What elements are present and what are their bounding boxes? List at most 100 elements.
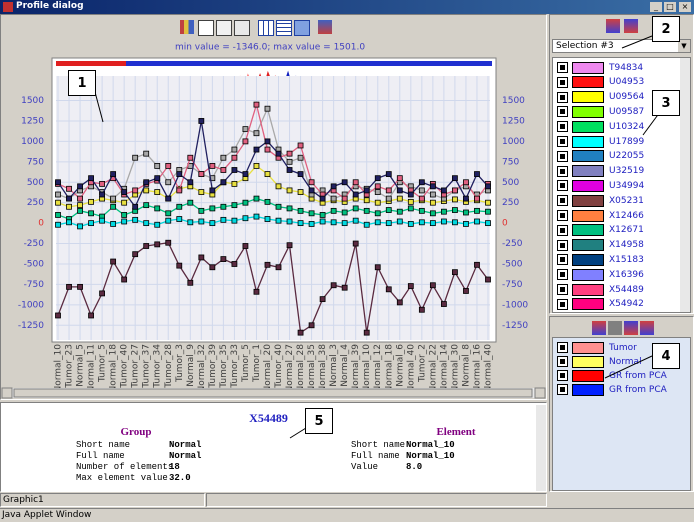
point-marker [264,146,271,153]
tool-button[interactable] [640,321,654,335]
minimize-button[interactable]: _ [650,2,662,12]
dropdown-arrow[interactable]: ▼ [678,40,690,52]
point-marker [319,212,326,218]
group-item[interactable]: GR from PCA [557,382,667,397]
selection-item[interactable]: X14958 [557,238,644,253]
scroll-right[interactable] [534,387,546,399]
selection-item[interactable]: U32519 [557,164,644,179]
scroll-left[interactable] [1,387,13,399]
group-item[interactable]: GR from PCA [557,368,667,383]
checkbox[interactable] [557,298,568,310]
checkbox[interactable] [557,150,568,162]
selection-item[interactable]: X05231 [557,193,644,208]
point-marker [77,202,83,209]
color-swatch [572,341,604,354]
x-tick-label: Tumor_39 [208,344,218,389]
selection-item[interactable]: X12671 [557,223,644,238]
checkbox[interactable] [557,121,568,133]
scroll-thumb[interactable] [13,388,533,398]
tool-button[interactable] [624,19,638,33]
group-item[interactable]: Normal [557,354,642,369]
selection-item[interactable]: X12466 [557,208,644,223]
point-marker [99,180,106,187]
checkbox[interactable] [557,269,568,281]
point-marker [463,179,469,186]
tool-button[interactable] [606,19,620,33]
x-tick-label: Tumor_23 [65,344,75,389]
checkbox[interactable] [557,62,568,73]
checkbox[interactable] [557,91,568,103]
point-marker [452,219,458,226]
point-marker [165,179,172,186]
tool-button[interactable] [592,321,606,335]
checkbox[interactable] [557,239,568,251]
selection-item[interactable]: U17899 [557,134,644,149]
point-marker [440,218,447,225]
selection-item[interactable]: T94834 [557,60,643,75]
checkbox[interactable] [557,384,568,395]
checkbox[interactable] [557,370,568,381]
selection-item[interactable]: U10324 [557,119,644,134]
tool-button[interactable] [198,20,214,36]
tool-button[interactable] [234,20,250,36]
checkbox[interactable] [557,356,568,367]
checkbox[interactable] [557,136,568,147]
selection-item[interactable]: U22055 [557,149,644,164]
tool-button[interactable] [608,321,622,335]
chart-panel [0,14,547,400]
point-marker [132,154,139,161]
series-line [57,197,489,220]
checkbox[interactable] [557,106,568,118]
selection-item[interactable]: X54942 [557,297,644,312]
color-swatch [572,283,604,296]
x-tick-label: Normal_35 [307,344,317,393]
tool-button[interactable] [258,20,274,36]
group-item[interactable]: Tumor [557,340,637,355]
point-marker [407,221,414,227]
point-marker [330,219,337,226]
tool-button[interactable] [624,321,638,335]
tool-button[interactable] [318,20,332,34]
checkbox[interactable] [557,165,568,177]
v-scrollbar[interactable] [536,405,546,491]
tool-button[interactable] [294,20,310,36]
callout: 4 [652,343,680,369]
checkbox[interactable] [557,254,568,266]
checkbox[interactable] [557,284,568,295]
point-marker [286,218,293,225]
series-line [57,102,489,200]
selection-item[interactable]: X54489 [557,282,644,297]
checkbox[interactable] [557,224,568,236]
point-marker [440,187,447,194]
tool-button[interactable] [180,20,194,34]
y-tick-label: 750 [27,157,44,167]
checkbox[interactable] [557,180,568,192]
selection-item[interactable]: U34994 [557,178,644,193]
item-name: U34994 [609,180,645,191]
selection-item[interactable]: U09587 [557,104,644,119]
checkbox[interactable] [557,342,568,353]
tool-button[interactable] [276,20,292,36]
checkbox[interactable] [557,76,568,88]
close-button[interactable]: × [679,2,691,12]
point-marker [418,219,425,226]
selection-item[interactable]: U04953 [557,75,644,90]
y-tick-label: -500 [24,259,45,269]
color-swatch [572,91,604,104]
maximize-button[interactable]: □ [664,2,676,12]
checkbox[interactable] [557,195,568,207]
selection-item[interactable]: U09564 [557,90,644,105]
tool-button[interactable] [216,20,232,36]
point-marker [77,283,83,290]
point-marker [55,212,61,218]
selection-dropdown[interactable]: Selection #3 ▼ [552,39,691,53]
selection-item[interactable]: X15183 [557,252,644,267]
point-marker [154,163,161,169]
x-tick-label: Normal_5 [76,344,86,387]
v-scrollbar[interactable] [680,58,690,312]
checkbox[interactable] [557,210,568,221]
point-marker [253,146,260,153]
selection-item[interactable]: X16396 [557,267,644,282]
point-marker [374,189,381,195]
point-marker [297,171,304,177]
